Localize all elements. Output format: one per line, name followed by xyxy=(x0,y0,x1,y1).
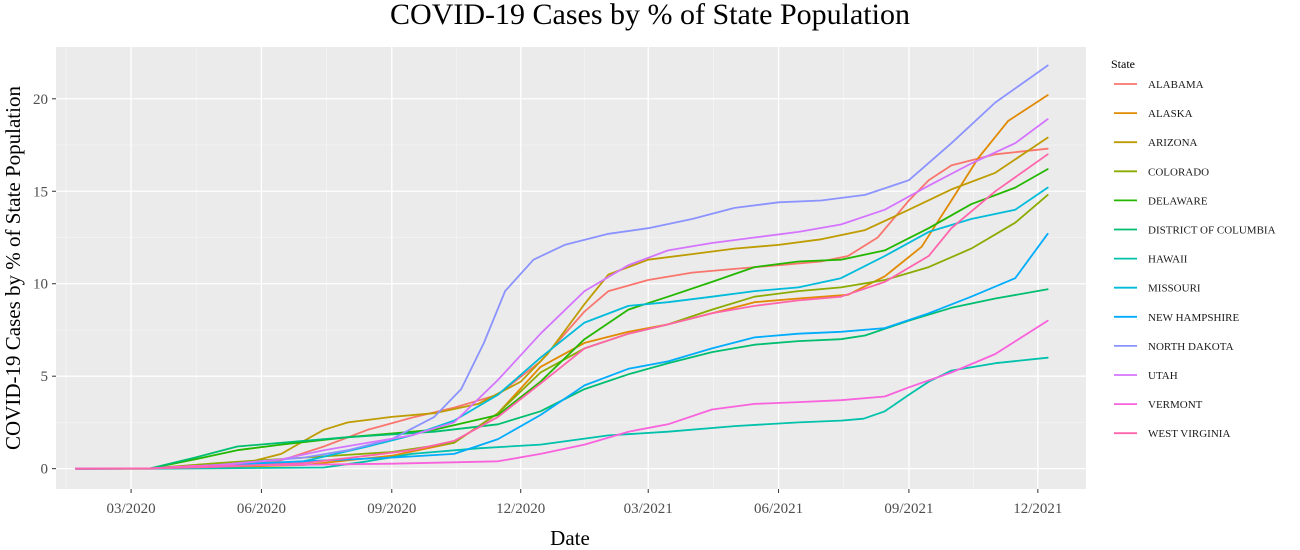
plot-panel xyxy=(56,47,1086,489)
series-line-alabama xyxy=(74,147,1049,470)
x-axis-title: Date xyxy=(550,526,590,550)
y-tick-label: 0 xyxy=(41,462,49,478)
y-tick-label: 15 xyxy=(33,184,48,200)
y-tick-label: 10 xyxy=(33,277,48,293)
series-line-missouri xyxy=(74,186,1049,470)
grid-lines xyxy=(56,47,1086,489)
legend-label: NORTH DAKOTA xyxy=(1148,341,1234,353)
y-axis-title: COVID-19 Cases by % of State Population xyxy=(1,86,25,450)
legend-label: DISTRICT OF COLUMBIA xyxy=(1148,225,1276,237)
x-tick-label: 12/2021 xyxy=(1013,501,1062,517)
legend: State ALABAMA ALASKA ARIZONA COLORADO DELAWA… xyxy=(1111,57,1276,440)
legend-label: WEST VIRGINIA xyxy=(1148,428,1230,440)
series-line-hawaii xyxy=(74,356,1049,470)
legend-label: COLORADO xyxy=(1148,166,1209,178)
x-tick-label: 06/2020 xyxy=(237,501,286,517)
series-lines xyxy=(74,64,1049,470)
y-tick-label: 20 xyxy=(33,92,48,108)
x-tick-label: 12/2020 xyxy=(496,501,545,517)
legend-label: ARIZONA xyxy=(1148,137,1198,149)
series-line-delaware xyxy=(74,168,1049,470)
legend-label: HAWAII xyxy=(1148,254,1188,266)
legend-label: ALASKA xyxy=(1148,108,1193,120)
series-line-vermont xyxy=(74,319,1049,470)
series-line-west-virginia xyxy=(74,153,1049,470)
x-tick-label: 09/2020 xyxy=(367,501,416,517)
x-tick-label: 09/2021 xyxy=(884,501,933,517)
axis-ticks: 0 5 10 15 20 03/2020 06/2020 09/2020 12/2020 03/2… xyxy=(33,92,1062,517)
series-line-north-dakota xyxy=(74,64,1049,470)
series-line-utah xyxy=(74,118,1049,470)
legend-label: ALABAMA xyxy=(1148,79,1204,91)
legend-label: VERMONT xyxy=(1148,399,1203,411)
chart-title: COVID-19 Cases by % of State Population xyxy=(390,0,910,31)
legend-label: UTAH xyxy=(1148,370,1178,382)
x-tick-label: 03/2021 xyxy=(624,501,673,517)
y-tick-label: 5 xyxy=(41,369,49,385)
x-tick-label: 03/2020 xyxy=(107,501,156,517)
legend-label: DELAWARE xyxy=(1148,195,1208,207)
legend-title: State xyxy=(1111,57,1135,71)
legend-label: NEW HAMPSHIRE xyxy=(1148,312,1239,324)
x-tick-label: 06/2021 xyxy=(754,501,803,517)
legend-label: MISSOURI xyxy=(1148,283,1201,295)
